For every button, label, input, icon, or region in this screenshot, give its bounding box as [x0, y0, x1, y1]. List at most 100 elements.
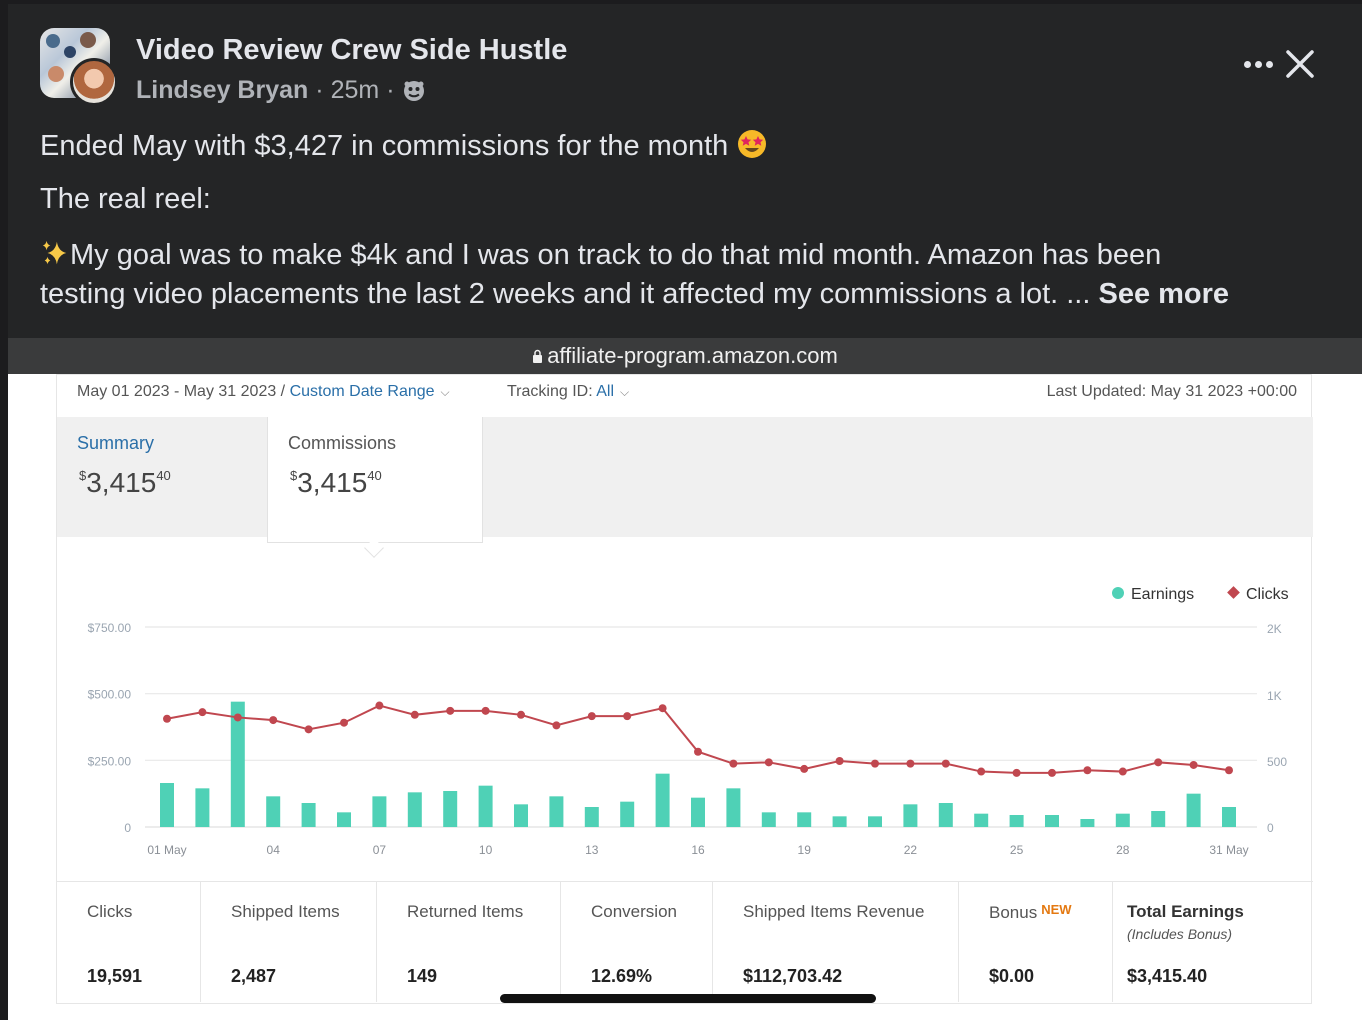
see-more-link[interactable]: See more	[1098, 278, 1230, 310]
stat-label: Shipped Items	[231, 902, 340, 921]
post-text-line-4: testing video placements the last 2 week…	[40, 278, 1229, 311]
y-right-tick-label: 500	[1267, 755, 1287, 769]
stat-label: Conversion	[591, 902, 677, 921]
clicks-point	[233, 713, 242, 722]
clicks-point	[871, 759, 879, 768]
post-image[interactable]: affiliate-program.amazon.com May 01 2023…	[8, 338, 1362, 1020]
stat-conversion: Conversion 12.69%	[561, 882, 713, 1002]
custom-range-link: Custom Date Range	[289, 383, 435, 400]
new-badge: NEW	[1041, 902, 1072, 917]
earnings-bar	[301, 803, 316, 827]
commissions-amount: $3,41540	[290, 467, 382, 498]
clicks-point	[269, 716, 278, 725]
clicks-point	[1154, 758, 1163, 767]
y-left-tick-label: 0	[124, 821, 131, 835]
x-tick-label: 13	[585, 843, 599, 857]
earnings-bar	[1115, 813, 1130, 827]
summary-label: Summary	[77, 433, 155, 453]
earnings-bar	[655, 773, 670, 827]
stat-shipped-items-revenue: Shipped Items Revenue $112,703.42	[713, 882, 959, 1002]
earnings-bar	[1045, 815, 1059, 827]
y-right-tick-label: 2K	[1267, 622, 1282, 636]
summary-amount: $3,41540	[79, 467, 171, 498]
summary-cards: Summary $3,41540 Commissions $3,41540	[57, 417, 1313, 543]
clicks-point	[163, 714, 171, 723]
post-card: Video Review Crew Side Hustle Lindsey Br…	[8, 4, 1362, 1020]
clicks-point	[764, 758, 773, 767]
earnings-bar	[1186, 793, 1201, 827]
post-meta: Lindsey Bryan · 25m ·	[136, 76, 426, 105]
stat-value: $112,703.42	[743, 966, 843, 986]
clicks-point	[835, 757, 844, 765]
stat-value: $3,415.40	[1127, 966, 1208, 986]
stat-value: $0.00	[989, 966, 1035, 986]
y-right-tick-label: 1K	[1267, 689, 1282, 703]
post-text-line-2: The real reel:	[40, 183, 211, 215]
stat-label: Bonus NEW	[989, 902, 1072, 922]
stat-bonus: Bonus NEW $0.00	[959, 882, 1113, 1002]
author-name[interactable]: Lindsey Bryan	[136, 76, 309, 104]
home-indicator	[500, 994, 876, 1003]
earnings-bar	[868, 816, 882, 827]
clicks-point	[1083, 766, 1092, 775]
range-separator: /	[276, 383, 290, 400]
clicks-point	[340, 718, 348, 727]
post-text-line-3: My goal was to make $4k and I was on tra…	[40, 238, 1161, 272]
stat-label: Clicks	[87, 902, 133, 921]
globe-icon	[403, 80, 424, 101]
earnings-bar	[230, 701, 245, 827]
clicks-point	[410, 710, 419, 719]
earnings-bar	[407, 792, 422, 827]
stats-row: Clicks 19,591 Shipped Items 2,487 Returned I…	[57, 881, 1313, 1002]
last-updated: Last Updated: May 31 2023 +00:00	[1046, 383, 1297, 400]
x-tick-label: 10	[479, 843, 493, 857]
author-avatar[interactable]	[70, 58, 118, 106]
meta-separator: ·	[386, 76, 395, 104]
earnings-bar	[974, 813, 989, 827]
y-left-tick-label: $750.00	[88, 621, 132, 635]
legend-clicks-marker	[1227, 586, 1240, 599]
earnings-bar	[797, 812, 812, 827]
group-name[interactable]: Video Review Crew Side Hustle	[136, 34, 568, 66]
earnings-bar	[903, 804, 918, 827]
stat-total-earnings: Total Earnings (Includes Bonus) $3,415.40	[1113, 882, 1313, 1002]
earnings-bar	[1222, 807, 1236, 827]
clicks-point	[694, 747, 702, 756]
chevron-down-icon: ⌵	[620, 385, 630, 399]
y-left-tick-label: $250.00	[88, 754, 132, 768]
more-horizontal-icon	[1243, 60, 1251, 68]
date-range-text: May 01 2023 - May 31 2023	[77, 383, 277, 400]
post-time[interactable]: 25m	[330, 76, 380, 104]
clicks-point	[481, 706, 490, 715]
earnings-bar	[443, 791, 458, 827]
earnings-clicks-chart: 0 $250.00 $500.00 $750.00 0 500 1K 2K 01 May 04 07…	[88, 586, 1289, 857]
meta-separator: ·	[315, 76, 324, 104]
clicks-point	[517, 710, 525, 719]
earnings-bar	[726, 788, 741, 827]
clicks-point	[304, 725, 313, 734]
clicks-point	[800, 764, 809, 773]
stat-sublabel: (Includes Bonus)	[1127, 926, 1233, 942]
stat-label: Total Earnings	[1127, 902, 1244, 921]
post-text-line-1: Ended May with $3,427 in commissions for…	[40, 128, 768, 163]
stat-returned-items: Returned Items 149	[377, 882, 561, 1002]
post-text: testing video placements the last 2 week…	[40, 278, 1091, 310]
legend-earnings-label: Earnings	[1131, 586, 1194, 603]
star-struck-emoji-icon	[738, 130, 767, 158]
x-tick-label: 01 May	[147, 843, 186, 857]
y-left-tick-label: $500.00	[88, 688, 132, 702]
url-text: affiliate-program.amazon.com	[547, 343, 838, 368]
commissions-card: Commissions $3,41540	[267, 417, 483, 543]
date-range: May 01 2023 - May 31 2023 / Custom Date …	[77, 383, 450, 401]
close-icon[interactable]	[1280, 44, 1320, 84]
y-right-tick-label: 0	[1267, 821, 1274, 835]
x-tick-label: 04	[267, 843, 281, 857]
commissions-label: Commissions	[288, 433, 397, 453]
earnings-bar	[549, 796, 564, 827]
more-options-button[interactable]	[1238, 50, 1278, 78]
tracking-label: Tracking ID:	[507, 383, 593, 400]
group-avatar[interactable]	[40, 28, 118, 106]
clicks-point	[446, 706, 455, 715]
stat-label: Shipped Items Revenue	[743, 902, 925, 921]
clicks-point	[906, 759, 915, 768]
